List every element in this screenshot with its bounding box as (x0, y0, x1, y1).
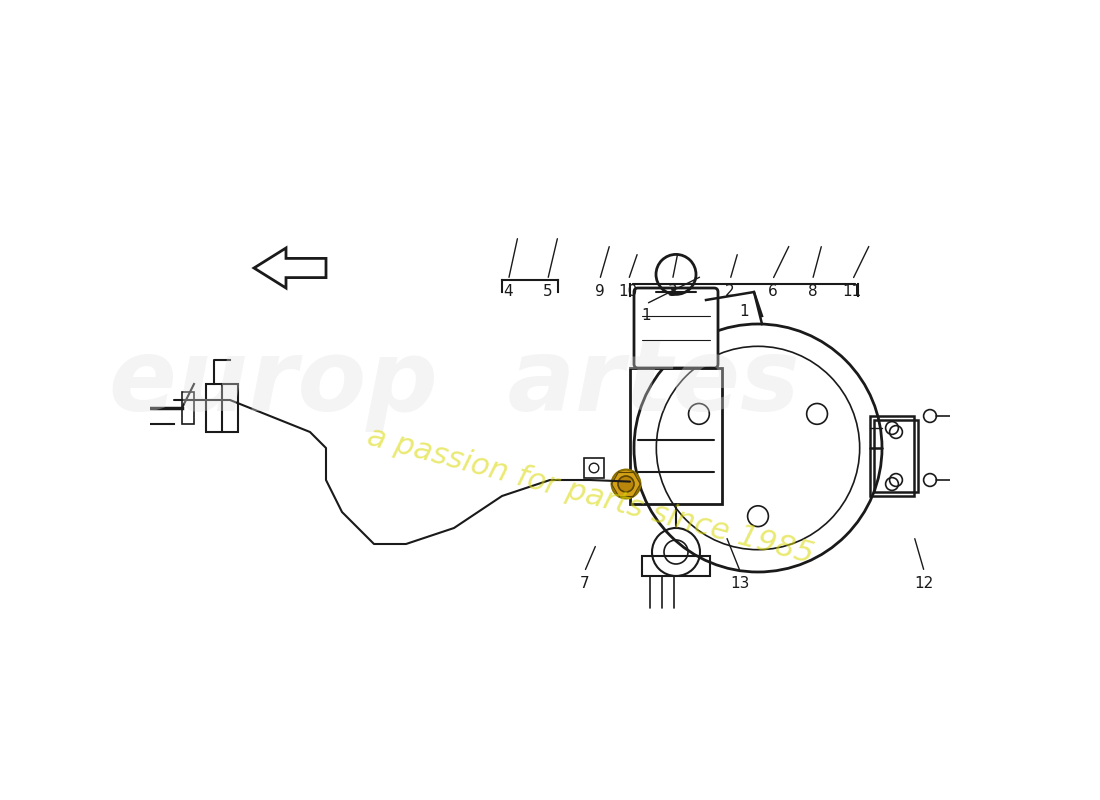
Bar (584, 458, 604, 478)
Bar (206, 384, 238, 432)
Circle shape (618, 476, 634, 492)
Text: 2: 2 (725, 285, 735, 299)
Text: 9: 9 (595, 285, 605, 299)
Bar (870, 416, 914, 496)
Bar (874, 420, 918, 492)
Text: 1: 1 (739, 304, 749, 319)
Text: 7: 7 (580, 577, 590, 591)
Polygon shape (254, 248, 326, 288)
Text: 5: 5 (542, 285, 552, 299)
Bar (642, 556, 710, 576)
Text: 10: 10 (619, 285, 638, 299)
Text: 11: 11 (843, 285, 862, 299)
Bar (182, 392, 194, 424)
Text: 4: 4 (504, 285, 514, 299)
Text: a passion for parts since 1985: a passion for parts since 1985 (364, 422, 816, 570)
Circle shape (612, 470, 640, 498)
Text: 3: 3 (668, 285, 678, 299)
Text: 8: 8 (807, 285, 817, 299)
Text: europ  artes: europ artes (109, 335, 800, 433)
FancyBboxPatch shape (634, 288, 718, 368)
Text: 13: 13 (730, 577, 750, 591)
Text: 12: 12 (915, 577, 934, 591)
Text: 1: 1 (641, 309, 651, 323)
Text: 6: 6 (768, 285, 778, 299)
Bar (630, 368, 722, 504)
